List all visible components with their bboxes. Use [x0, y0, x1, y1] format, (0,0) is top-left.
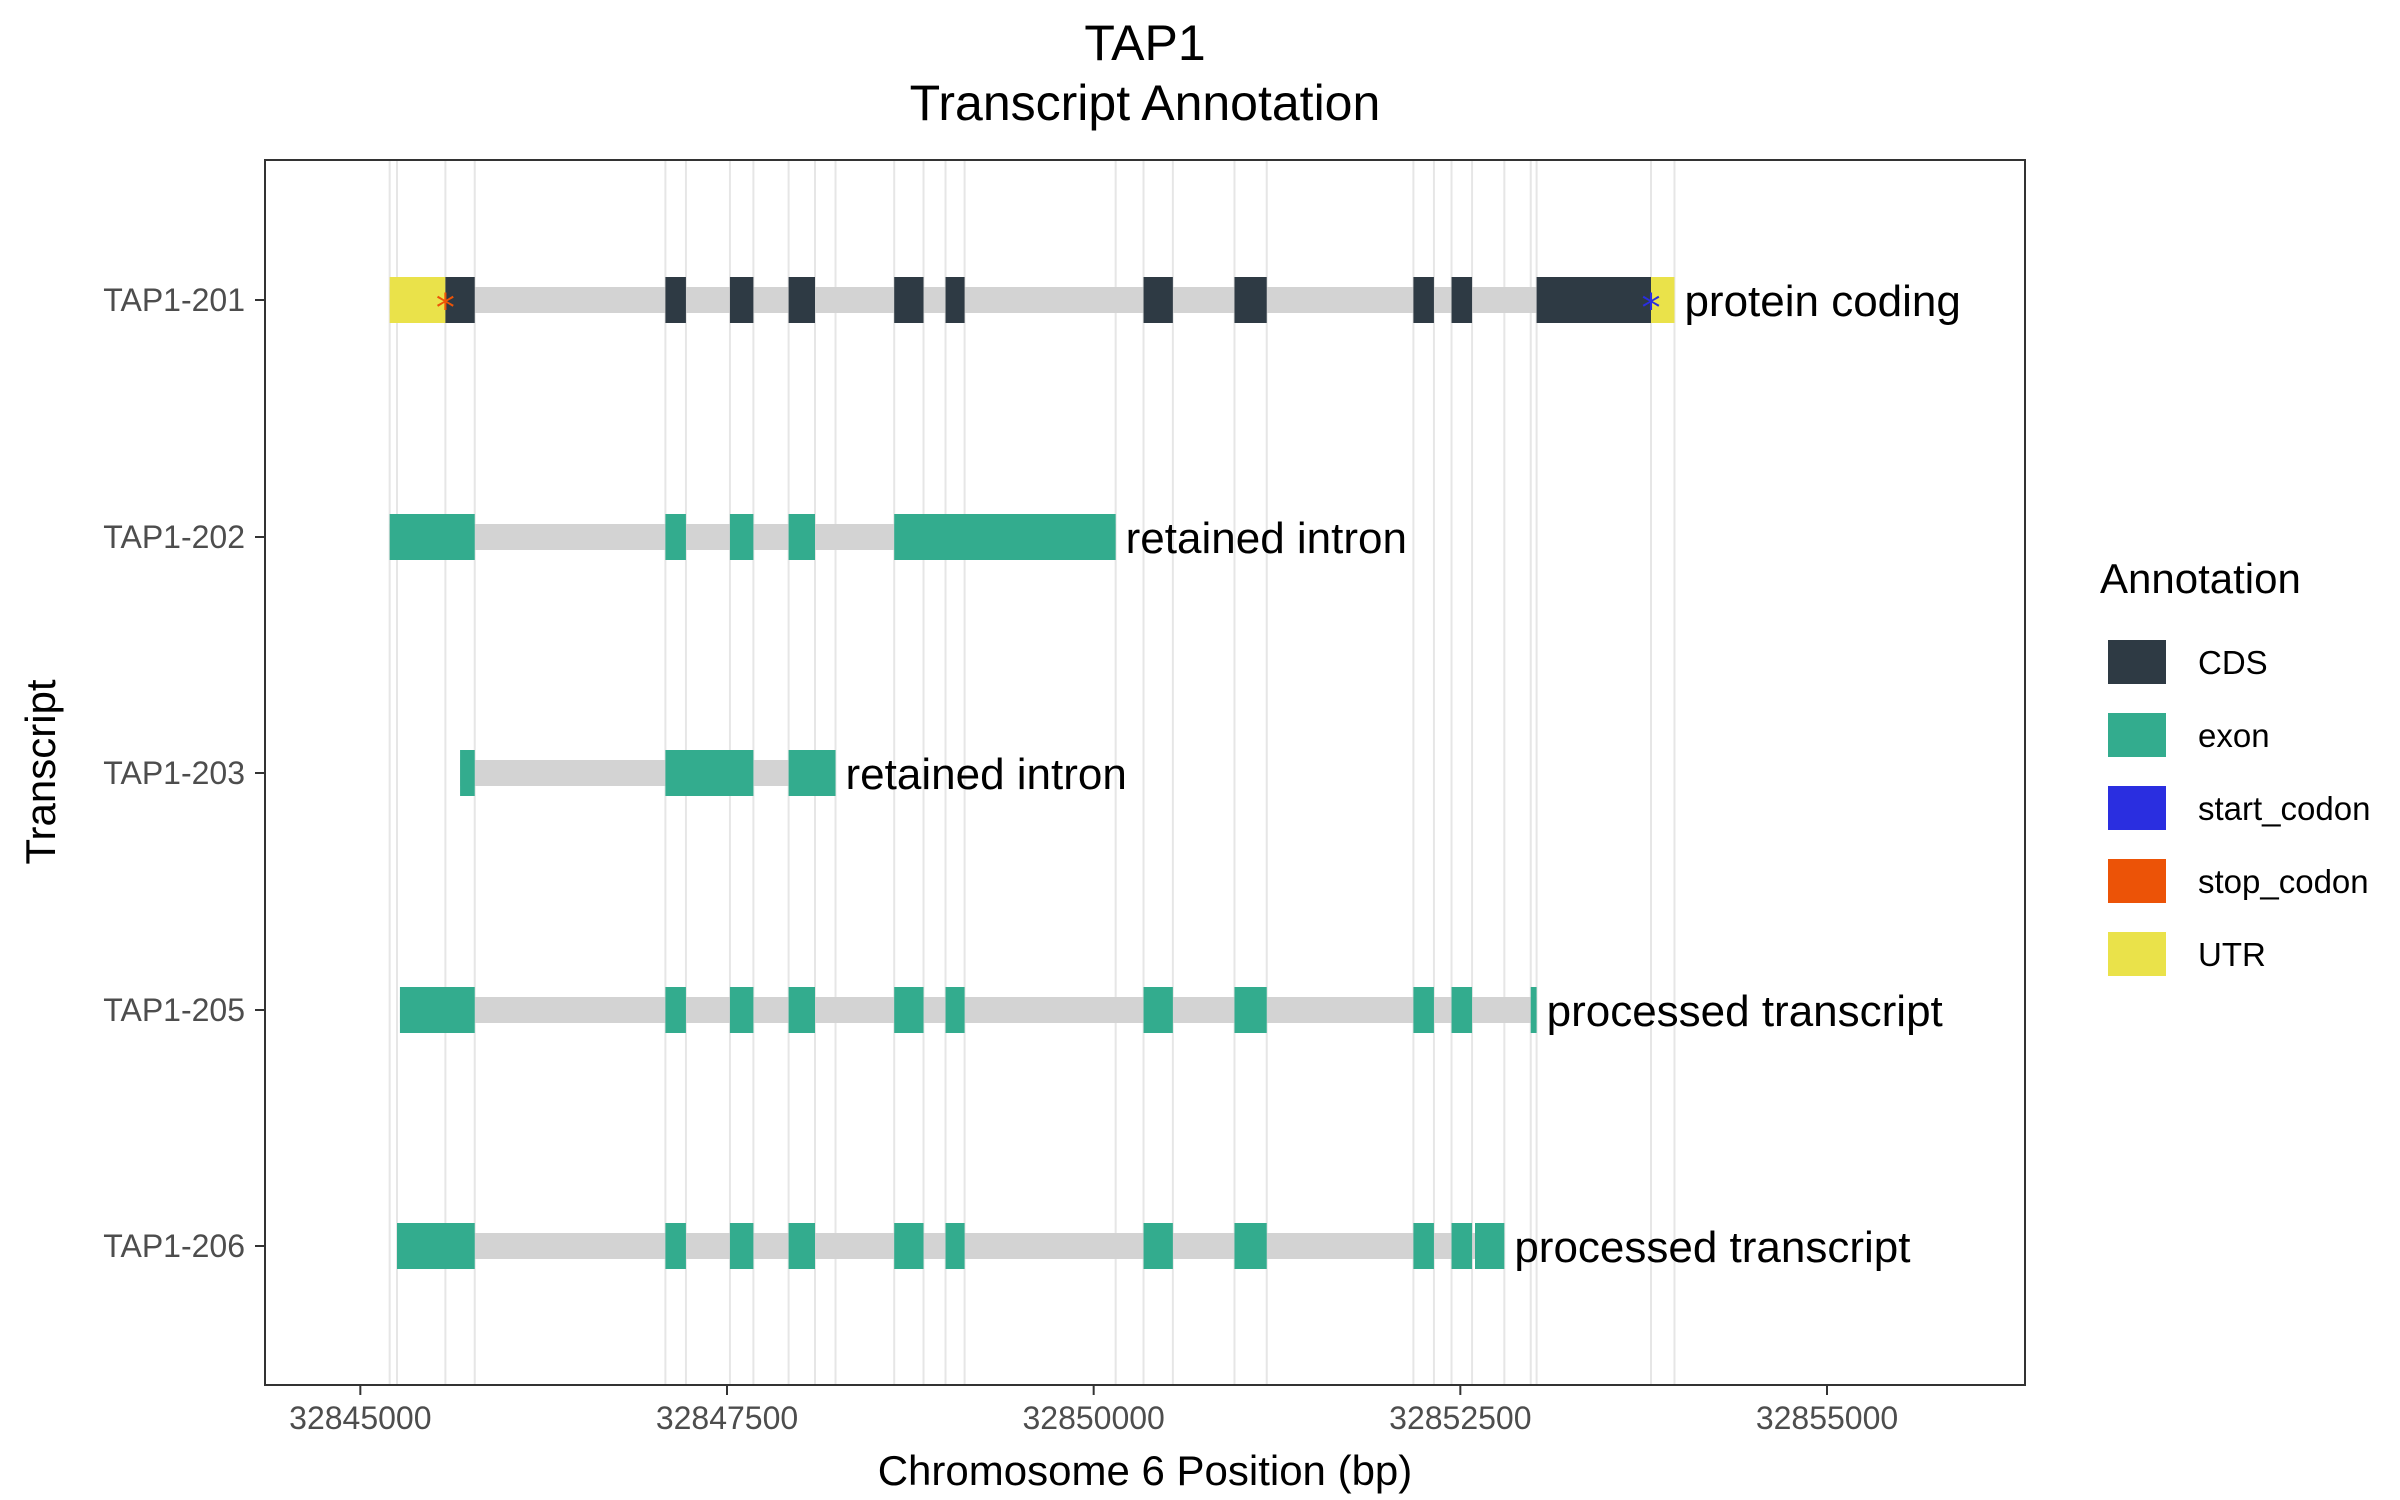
exon-block — [945, 987, 965, 1033]
utr-block — [389, 277, 446, 323]
transcript-biotype-label: retained intron — [846, 750, 1127, 799]
transcript-track-tap1-201: * * protein coding TAP1-201 — [103, 277, 1961, 330]
exon-block — [1234, 1223, 1267, 1269]
x-tick-label: 32855000 — [1756, 1400, 1898, 1436]
exon-block — [665, 750, 754, 796]
intron-line — [389, 287, 1675, 313]
cds-block — [894, 277, 924, 323]
exon-block — [729, 514, 754, 560]
exon-block — [1413, 1223, 1434, 1269]
exon-block — [894, 514, 1116, 560]
exon-block — [460, 750, 475, 796]
exon-block — [1413, 987, 1434, 1033]
exon-block — [399, 987, 475, 1033]
cds-block — [788, 277, 815, 323]
cds-block — [1143, 277, 1173, 323]
cds-block — [1413, 277, 1434, 323]
exon-block — [665, 1223, 686, 1269]
legend-key-stop-codon — [2108, 859, 2166, 903]
intron-line — [399, 997, 1537, 1023]
exon-block — [389, 514, 475, 560]
exon-block — [1451, 1223, 1473, 1269]
exon-block — [945, 1223, 965, 1269]
y-axis-title: Transcript — [17, 679, 64, 864]
transcript-track-tap1-203: retained intron TAP1-203 — [103, 750, 1127, 799]
transcript-track-tap1-202: retained intron TAP1-202 — [103, 514, 1407, 563]
exon-block — [729, 987, 754, 1033]
y-tick-label: TAP1-202 — [103, 519, 245, 555]
exon-block — [1451, 987, 1473, 1033]
transcript-biotype-label: retained intron — [1126, 514, 1407, 563]
start-codon-marker: * — [1642, 286, 1661, 330]
exon-block — [1143, 1223, 1173, 1269]
cds-block — [1234, 277, 1267, 323]
x-tick-label: 32847500 — [656, 1400, 798, 1436]
cds-block — [729, 277, 754, 323]
transcript-track-tap1-206: processed transcript TAP1-206 — [103, 1223, 1911, 1272]
legend-label: CDS — [2198, 644, 2268, 681]
legend-key-utr — [2108, 932, 2166, 976]
cds-block — [1536, 277, 1651, 323]
exon-block — [788, 987, 815, 1033]
y-tick-label: TAP1-206 — [103, 1228, 245, 1264]
intron-line — [460, 760, 836, 786]
exon-block — [1234, 987, 1267, 1033]
exon-block — [788, 750, 836, 796]
stop-codon-marker: * — [436, 286, 455, 330]
x-tick-label: 32845000 — [289, 1400, 431, 1436]
legend-title: Annotation — [2100, 555, 2301, 602]
legend: Annotation CDS exon start_codon stop_codon U… — [2100, 555, 2370, 976]
exon-block — [894, 987, 924, 1033]
utr-block — [1651, 277, 1675, 323]
transcript-biotype-label: processed transcript — [1547, 987, 1943, 1036]
legend-key-exon — [2108, 713, 2166, 757]
exon-block — [397, 1223, 475, 1269]
cds-block — [445, 277, 475, 323]
axes: 32845000 32847500 32850000 32852500 32855000 — [289, 1385, 1898, 1436]
legend-key-cds — [2108, 640, 2166, 684]
chart-title-line-1: TAP1 — [1084, 15, 1205, 71]
y-tick-label: TAP1-205 — [103, 992, 245, 1028]
transcript-biotype-label: protein coding — [1684, 277, 1960, 326]
legend-label: start_codon — [2198, 790, 2370, 827]
y-tick-label: TAP1-201 — [103, 282, 245, 318]
x-tick-label: 32852500 — [1389, 1400, 1531, 1436]
exon-block — [1530, 987, 1537, 1033]
exon-block — [665, 514, 686, 560]
y-tick-label: TAP1-203 — [103, 755, 245, 791]
exon-block — [729, 1223, 754, 1269]
legend-label: exon — [2198, 717, 2270, 754]
exon-block — [788, 1223, 815, 1269]
exon-block — [1143, 987, 1173, 1033]
transcript-biotype-label: processed transcript — [1514, 1223, 1910, 1272]
cds-block — [945, 277, 965, 323]
exon-block — [665, 987, 686, 1033]
exon-block — [1475, 1223, 1505, 1269]
chart-title-line-2: Transcript Annotation — [910, 75, 1381, 131]
x-axis-title: Chromosome 6 Position (bp) — [878, 1447, 1413, 1494]
exon-block — [788, 514, 815, 560]
transcript-track-tap1-205: processed transcript TAP1-205 — [103, 987, 1943, 1036]
legend-key-start-codon — [2108, 786, 2166, 830]
x-tick-label: 32850000 — [1022, 1400, 1164, 1436]
legend-label: UTR — [2198, 936, 2266, 973]
legend-label: stop_codon — [2198, 863, 2369, 900]
cds-block — [1451, 277, 1473, 323]
cds-block — [665, 277, 686, 323]
exon-block — [894, 1223, 924, 1269]
